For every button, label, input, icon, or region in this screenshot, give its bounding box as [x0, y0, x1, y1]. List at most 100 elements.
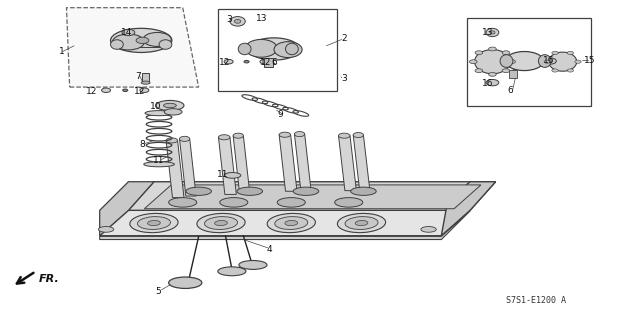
Text: 13: 13	[481, 28, 493, 37]
Text: 2: 2	[342, 34, 347, 43]
Ellipse shape	[285, 220, 298, 226]
Ellipse shape	[218, 267, 246, 276]
Text: 1: 1	[58, 47, 64, 56]
Ellipse shape	[548, 52, 577, 71]
Ellipse shape	[337, 213, 386, 233]
Text: 15: 15	[584, 56, 595, 65]
Ellipse shape	[335, 197, 363, 207]
Ellipse shape	[538, 55, 551, 67]
Ellipse shape	[502, 69, 510, 72]
Text: 6: 6	[508, 86, 513, 95]
Ellipse shape	[294, 131, 305, 137]
Ellipse shape	[238, 43, 251, 55]
Text: 13: 13	[255, 14, 267, 23]
Ellipse shape	[130, 213, 178, 233]
Ellipse shape	[111, 28, 172, 52]
Ellipse shape	[274, 42, 302, 57]
Ellipse shape	[230, 17, 245, 26]
Ellipse shape	[345, 217, 378, 229]
Text: 9: 9	[278, 110, 284, 119]
Text: 4: 4	[266, 245, 272, 254]
Ellipse shape	[145, 111, 173, 116]
Text: 12: 12	[260, 58, 271, 67]
Ellipse shape	[205, 217, 237, 229]
Ellipse shape	[475, 51, 483, 55]
Ellipse shape	[143, 33, 172, 47]
Polygon shape	[353, 135, 370, 190]
Ellipse shape	[421, 226, 436, 232]
Ellipse shape	[508, 60, 515, 63]
Polygon shape	[129, 182, 495, 210]
Ellipse shape	[148, 220, 160, 226]
Polygon shape	[218, 137, 236, 195]
Ellipse shape	[169, 277, 202, 288]
Polygon shape	[179, 139, 196, 196]
Ellipse shape	[113, 34, 145, 50]
Ellipse shape	[474, 50, 510, 74]
Polygon shape	[166, 140, 184, 197]
Ellipse shape	[275, 217, 308, 229]
Polygon shape	[339, 136, 356, 191]
Ellipse shape	[488, 47, 496, 51]
Ellipse shape	[552, 69, 558, 72]
Ellipse shape	[111, 40, 124, 49]
Polygon shape	[67, 8, 198, 87]
Bar	[467, 18, 591, 106]
Text: 3: 3	[227, 15, 232, 24]
Text: 5: 5	[156, 287, 161, 296]
Polygon shape	[294, 134, 311, 191]
Ellipse shape	[567, 69, 573, 72]
Ellipse shape	[245, 40, 277, 57]
Ellipse shape	[248, 38, 300, 60]
Bar	[246, 47, 290, 51]
Circle shape	[136, 37, 149, 44]
Text: 6: 6	[271, 58, 277, 67]
Text: 12: 12	[134, 87, 145, 96]
Ellipse shape	[141, 81, 150, 84]
Text: 10: 10	[150, 102, 162, 111]
Circle shape	[543, 58, 556, 64]
Text: FR.: FR.	[39, 274, 60, 285]
Ellipse shape	[237, 187, 262, 196]
Ellipse shape	[99, 226, 114, 232]
Ellipse shape	[218, 135, 230, 140]
Text: 11: 11	[217, 170, 228, 179]
Ellipse shape	[239, 261, 267, 269]
Bar	[218, 9, 337, 91]
Text: 3: 3	[341, 74, 347, 83]
Ellipse shape	[267, 213, 316, 233]
Ellipse shape	[164, 109, 182, 115]
Polygon shape	[100, 210, 470, 236]
Text: 16: 16	[481, 79, 493, 88]
Ellipse shape	[234, 19, 241, 23]
Text: 12: 12	[86, 87, 98, 96]
Text: 16: 16	[543, 56, 554, 65]
Ellipse shape	[166, 138, 177, 143]
Ellipse shape	[197, 213, 245, 233]
Ellipse shape	[490, 31, 495, 34]
Text: 12: 12	[218, 58, 230, 67]
Circle shape	[122, 29, 135, 36]
Ellipse shape	[339, 133, 350, 138]
Ellipse shape	[486, 28, 499, 37]
Text: 8: 8	[140, 140, 145, 149]
Ellipse shape	[138, 217, 170, 229]
Polygon shape	[145, 185, 481, 209]
Text: 14: 14	[121, 28, 132, 37]
Bar	[264, 58, 273, 67]
Text: S7S1-E1200 A: S7S1-E1200 A	[506, 296, 566, 305]
Ellipse shape	[169, 197, 196, 207]
Ellipse shape	[500, 55, 513, 67]
Ellipse shape	[233, 133, 243, 138]
Circle shape	[102, 88, 111, 93]
Circle shape	[140, 88, 149, 93]
Ellipse shape	[186, 187, 211, 196]
Ellipse shape	[575, 60, 581, 63]
Ellipse shape	[279, 132, 291, 137]
Ellipse shape	[179, 136, 189, 141]
Ellipse shape	[567, 51, 573, 55]
Ellipse shape	[544, 60, 550, 63]
Circle shape	[486, 79, 499, 86]
Ellipse shape	[505, 51, 543, 70]
Ellipse shape	[214, 220, 227, 226]
